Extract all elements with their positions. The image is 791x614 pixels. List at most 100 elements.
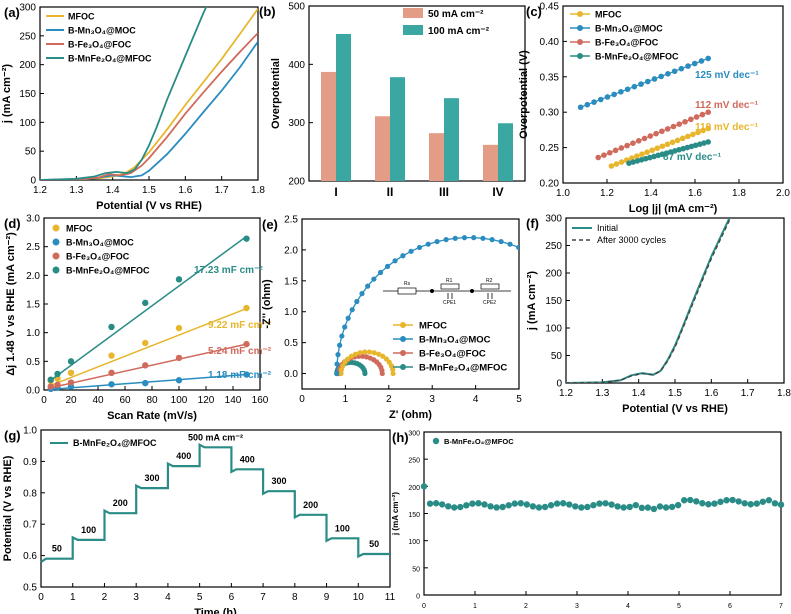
data-point-mfoc <box>664 141 671 148</box>
data-point-mnfe2o4 <box>487 503 494 510</box>
data-point-mn3o4 <box>541 258 546 263</box>
data-point-mfoc <box>390 370 396 377</box>
x-axis-label: Log |j| (mA cm⁻²) <box>629 203 718 215</box>
data-point-fe3o4 <box>676 121 683 127</box>
legend-marker <box>577 53 583 59</box>
data-point-mnfe2o4 <box>650 505 658 513</box>
data-point-mfoc <box>618 159 625 165</box>
data-point-mn3o4 <box>354 298 360 305</box>
bar-bar100 <box>444 98 459 181</box>
data-point-mn3o4 <box>611 91 617 98</box>
data-point-fe3o4 <box>595 154 601 161</box>
x-tick-label: 5 <box>516 394 522 405</box>
y-tick-label: 300 <box>545 214 562 225</box>
x-tick-label: 3 <box>133 592 139 603</box>
y-tick-label: 1.0 <box>284 307 298 318</box>
panel-label: (f) <box>526 216 539 231</box>
current-step-label: 500 mA cm⁻² <box>188 432 243 442</box>
data-point-mn3o4 <box>651 76 658 82</box>
circuit-label: CPE1 <box>443 300 456 306</box>
y-tick-label: 200 <box>408 485 420 492</box>
data-point-mnfe2o4 <box>362 370 368 377</box>
y-tick-label: 0.8 <box>23 488 37 499</box>
y-tick-label: 3.0 <box>26 214 40 225</box>
data-point-mnfe2o4 <box>608 501 615 508</box>
data-point-mn3o4 <box>577 104 584 111</box>
y-tick-label: 150 <box>545 296 562 307</box>
y-axis-label: Δj 1.48 V vs RHE (mA cm⁻²) <box>5 232 17 376</box>
series-line-mnfe2o4 <box>40 443 390 563</box>
x-tick-label: 1.8 <box>251 185 265 196</box>
data-point-mfoc <box>659 143 666 150</box>
data-point-mn3o4 <box>108 381 115 388</box>
x-tick-label: 1.6 <box>704 388 718 399</box>
data-point-mn3o4 <box>691 60 698 67</box>
data-point-mnfe2o4 <box>711 500 718 507</box>
y-tick-label: 0.0 <box>26 386 40 397</box>
data-point-mn3o4 <box>498 238 504 245</box>
y-tick-label: 300 <box>288 118 305 129</box>
legend-label: B-Mn₃O₄@MOC <box>595 24 663 34</box>
legend-marker <box>52 238 60 246</box>
data-point-mnfe2o4 <box>741 500 748 507</box>
data-point-mfoc <box>243 304 250 312</box>
data-point-fe3o4 <box>618 145 625 151</box>
series-line-initial <box>566 218 731 383</box>
legend-marker <box>52 224 60 232</box>
data-point-mn3o4 <box>337 342 343 348</box>
data-point-mnfe2o4 <box>529 503 537 510</box>
data-point-mn3o4 <box>452 235 458 241</box>
x-tick-label: 5 <box>677 603 681 610</box>
resistor-r1 <box>440 283 460 290</box>
circuit-label: R1 <box>446 278 453 284</box>
y-tick-label: 1.0 <box>23 426 37 437</box>
panel-label: (a) <box>4 5 20 20</box>
data-point-mn3o4 <box>596 343 601 348</box>
legend-label: After 3000 cycles <box>597 235 667 245</box>
data-point-mnfe2o4 <box>638 504 646 512</box>
y-tick-label: 0.5 <box>23 583 37 594</box>
legend-marker <box>400 350 406 356</box>
y-tick-label: 1.0 <box>26 328 40 339</box>
data-point-fe3o4 <box>142 362 149 369</box>
data-point-mnfe2o4 <box>596 500 603 507</box>
x-tick-label: 2 <box>386 394 392 405</box>
y-tick-label: 0 <box>556 379 562 390</box>
data-point-mnfe2o4 <box>67 358 75 365</box>
data-point-mnfe2o4 <box>674 501 682 509</box>
data-point-mnfe2o4 <box>656 503 664 510</box>
current-step-label: 100 <box>81 525 96 535</box>
bar-bar50 <box>483 144 498 181</box>
data-point-fe3o4 <box>612 147 619 154</box>
x-tick-label: 1 <box>343 394 349 405</box>
legend-marker <box>432 437 440 445</box>
panel-d: (d) 0 20 40 60 80 100 120 140 160 0.0 0.5 1.0 1.5 2.0 2… <box>4 214 272 423</box>
data-point-mn3o4 <box>604 94 611 100</box>
fit-line-mnfe2o4 <box>50 235 247 381</box>
legend-marker <box>577 11 583 17</box>
data-point-fe3o4 <box>641 135 648 142</box>
data-point-mn3o4 <box>349 307 355 313</box>
legend-label: B-MnFe₂O₄@MFOC <box>66 266 150 276</box>
y-tick-label: 150 <box>408 512 420 519</box>
data-point-mn3o4 <box>342 324 348 330</box>
x-axis-label: Time (h) <box>194 607 237 614</box>
data-point-mn3o4 <box>638 81 644 87</box>
x-tick-label: 1.8 <box>777 388 791 399</box>
circuit-node <box>430 289 434 293</box>
data-point-mn3o4 <box>678 65 685 72</box>
data-point-mfoc <box>705 125 711 132</box>
data-point-mn3o4 <box>359 291 365 297</box>
y-tick-label: 0 <box>416 594 420 601</box>
data-point-mnfe2o4 <box>578 504 585 511</box>
bar-bar50 <box>375 116 390 181</box>
panel-label: (g) <box>4 428 21 443</box>
data-point-mfoc <box>679 135 686 142</box>
legend-label: 100 mA cm⁻² <box>428 26 490 37</box>
data-point-mnfe2o4 <box>729 496 736 504</box>
bar-bar100 <box>390 77 405 181</box>
data-point-mn3o4 <box>598 352 603 357</box>
plot-frame <box>562 5 784 184</box>
data-point-mnfe2o4 <box>668 503 676 511</box>
data-point-mn3o4 <box>425 241 431 247</box>
